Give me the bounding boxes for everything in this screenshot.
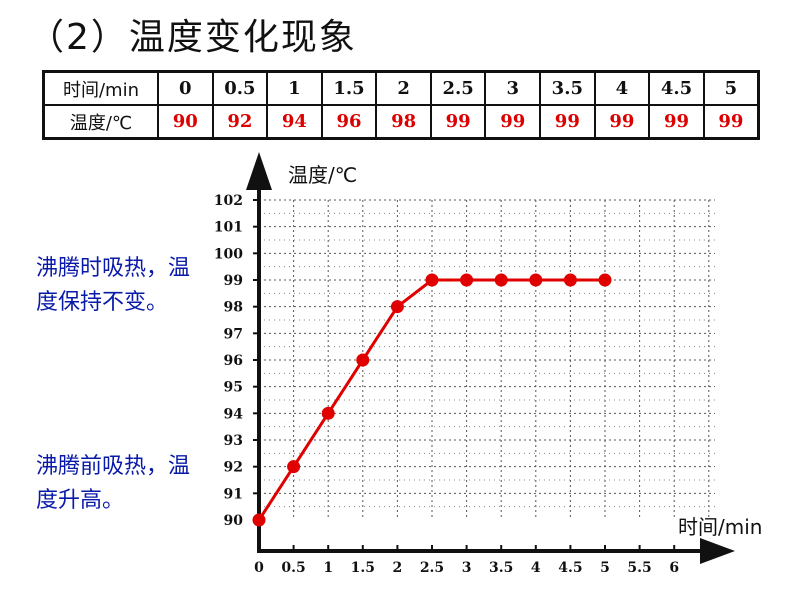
- data-point: [321, 406, 335, 420]
- temp-row: 温度/℃ 90 92 94 96 98 99 99 99 99 99 99: [42, 104, 760, 140]
- temp-cell: 98: [375, 104, 432, 140]
- x-tick-label: 5: [600, 560, 610, 576]
- x-tick-label: 1: [323, 560, 333, 576]
- temp-cell: 94: [266, 104, 323, 140]
- data-point: [287, 460, 301, 474]
- y-tick-label: 100: [214, 246, 243, 262]
- time-cell: 4: [593, 70, 651, 106]
- x-tick-label: 0.5: [281, 560, 305, 576]
- temp-header: 温度/℃: [42, 104, 159, 140]
- y-tick-label: 92: [224, 460, 243, 476]
- time-cell: 0: [157, 70, 214, 106]
- x-tick-label: 4.5: [558, 560, 582, 576]
- x-tick-label: 3: [462, 560, 472, 576]
- time-cell: 2.5: [429, 70, 487, 106]
- time-cell: 4.5: [648, 70, 705, 106]
- temp-cell: 99: [648, 104, 705, 140]
- data-point: [460, 273, 474, 287]
- temp-cell: 99: [702, 104, 760, 140]
- time-cell: 1: [266, 70, 323, 106]
- y-tick-label: 93: [224, 433, 243, 449]
- time-cell: 0.5: [211, 70, 269, 106]
- y-tick-label: 94: [224, 406, 244, 422]
- temp-cell: 99: [593, 104, 651, 140]
- data-point: [390, 300, 404, 314]
- data-point: [494, 273, 508, 287]
- y-tick-label: 97: [224, 326, 243, 342]
- x-tick-label: 6: [669, 560, 679, 576]
- x-tick-label: 2.5: [420, 560, 444, 576]
- data-points: [252, 273, 612, 527]
- temp-cell: 99: [484, 104, 542, 140]
- x-tick-label: 4: [531, 560, 541, 576]
- x-tick-label: 3.5: [489, 560, 513, 576]
- page-title: （2）温度变化现象: [28, 17, 357, 58]
- boiling-note: 沸腾时吸热，温度保持不变。: [36, 256, 191, 315]
- time-row: 时间/min 0 0.5 1 1.5 2 2.5 3 3.5 4 4.5 5: [42, 70, 760, 106]
- time-cell: 3.5: [539, 70, 596, 106]
- x-axis-label: 时间/min: [678, 515, 762, 539]
- grid: [259, 199, 715, 520]
- y-tick-label: 95: [224, 380, 243, 396]
- data-point: [356, 353, 370, 367]
- temp-cell: 99: [539, 104, 596, 140]
- time-header: 时间/min: [42, 70, 159, 106]
- y-tick-label: 102: [214, 193, 243, 209]
- data-point: [598, 273, 612, 287]
- y-tick-label: 90: [224, 513, 244, 529]
- temp-cell: 96: [320, 104, 378, 140]
- y-tick-label: 101: [214, 220, 243, 236]
- y-tick-label: 96: [224, 353, 243, 369]
- data-point: [529, 273, 543, 287]
- y-tick-label: 91: [224, 486, 243, 502]
- tick-labels: 90 91 92 93 94 95 96 97 98 99 100 101 102 0 0.5 1 1.5 2 2.…: [214, 193, 679, 576]
- x-tick-label: 1.5: [351, 560, 375, 576]
- time-cell: 5: [702, 70, 760, 106]
- temp-cell: 92: [211, 104, 269, 140]
- y-tick-label: 98: [224, 300, 243, 316]
- y-axis-label: 温度/℃: [288, 163, 357, 187]
- y-axis-arrow: [246, 152, 272, 190]
- data-point: [563, 273, 577, 287]
- temp-cell: 90: [157, 104, 214, 140]
- data-point: [425, 273, 439, 287]
- time-cell: 3: [484, 70, 542, 106]
- y-tick-label: 99: [224, 273, 243, 289]
- data-point: [252, 513, 266, 527]
- x-axis-arrow: [700, 538, 735, 564]
- data-table: 时间/min 0 0.5 1 1.5 2 2.5 3 3.5 4 4.5 5 温度/℃ 90 92 94…: [42, 70, 760, 140]
- temp-cell: 99: [429, 104, 487, 140]
- x-tick-label: 2: [393, 560, 403, 576]
- time-cell: 2: [375, 70, 432, 106]
- before-boiling-note: 沸腾前吸热，温度升高。: [36, 454, 191, 513]
- time-cell: 1.5: [320, 70, 378, 106]
- x-tick-label: 5.5: [627, 560, 651, 576]
- x-tick-label: 0: [254, 560, 264, 576]
